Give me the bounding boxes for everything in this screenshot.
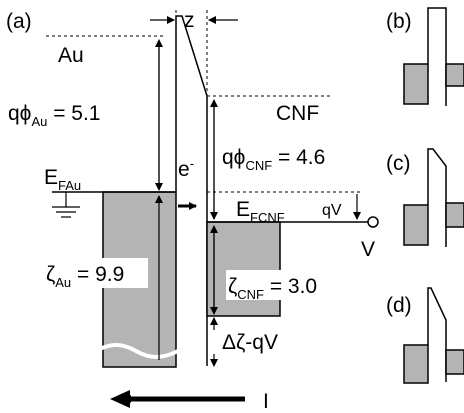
- electron-label: e-: [178, 156, 194, 181]
- cnf-label: CNF: [276, 102, 319, 125]
- panel-b-left-band: [403, 63, 429, 105]
- delta-label: Δζ-qV: [222, 331, 278, 354]
- qv-label: qV: [322, 202, 342, 219]
- zeta-cnf-sub: CNF: [237, 287, 264, 302]
- ef-cnf-label: EFCNF: [236, 198, 285, 225]
- zeta-au-label-bg: [44, 258, 148, 288]
- zeta-cnf-label: ζCNF = 3.0: [228, 275, 317, 302]
- cnf-terminal: [367, 216, 379, 228]
- ef-au-sub: FAu: [58, 178, 81, 193]
- panel-c-barrier: [427, 148, 447, 247]
- phi-au-value: = 5.1: [47, 102, 100, 125]
- panel-d-label: (d): [386, 294, 412, 317]
- phi-au-q: qϕ: [8, 102, 31, 125]
- v-label: V: [361, 238, 375, 261]
- current-arrow-head: [110, 390, 130, 408]
- phi-au-label: qϕAu = 5.1: [8, 102, 101, 129]
- ef-au-label: EFAu: [44, 166, 81, 193]
- panel-d-left-band: [403, 344, 429, 384]
- panel-b-label: (b): [386, 10, 412, 33]
- au-label: Au: [58, 44, 84, 67]
- zeta-cnf-value: = 3.0: [264, 275, 317, 298]
- z-label: z: [184, 9, 195, 32]
- panel-b-barrier: [427, 7, 447, 106]
- tunnel-barrier: [175, 15, 208, 366]
- electron-sup: -: [190, 156, 194, 171]
- zeta-au-sub: Au: [55, 275, 71, 290]
- cnf-band: [206, 221, 281, 317]
- zeta-au-value: = 9.9: [71, 263, 124, 286]
- ef-cnf-sub: FCNF: [250, 210, 285, 225]
- panel-d-barrier: [427, 287, 447, 382]
- au-band-break: [95, 343, 179, 359]
- panel-c-right-band: [445, 202, 464, 228]
- zeta-cnf-label-bg: [226, 270, 344, 300]
- phi-cnf-q: qϕ: [222, 146, 245, 169]
- panel-c-label: (c): [386, 152, 411, 175]
- panel-c-left-band: [403, 204, 429, 246]
- phi-au-sub: Au: [31, 114, 47, 129]
- panel-d-right-band: [445, 349, 464, 375]
- phi-cnf-sub: CNF: [245, 158, 272, 173]
- panel-a-label: (a): [6, 10, 32, 33]
- zeta-cnf-sym: ζ: [228, 275, 237, 298]
- zeta-au-label: ζAu = 9.9: [46, 263, 124, 290]
- ef-cnf-e: E: [236, 198, 250, 221]
- panel-b-right-band: [445, 63, 464, 87]
- ef-au-e: E: [44, 166, 58, 189]
- zeta-au-sym: ζ: [46, 263, 55, 286]
- phi-cnf-label: qϕCNF = 4.6: [222, 146, 325, 173]
- phi-cnf-value: = 4.6: [272, 146, 325, 169]
- current-label: I: [263, 390, 269, 413]
- electron-e: e: [178, 158, 190, 181]
